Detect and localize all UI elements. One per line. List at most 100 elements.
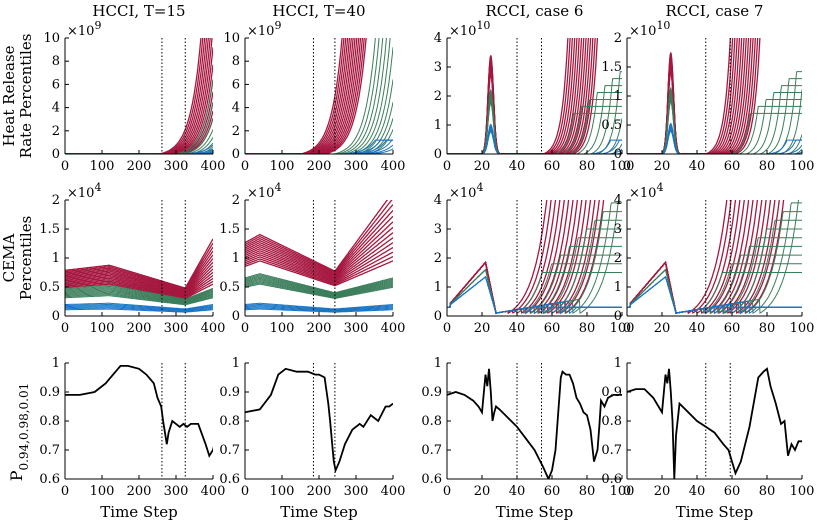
y-tick-label: 0.6 [601, 472, 622, 487]
red-percentile-line [65, 254, 213, 292]
green-percentile-line [245, 38, 384, 154]
red-percentile-line [245, 38, 358, 154]
red-percentile-line [245, 256, 393, 286]
red-percentile-line [245, 242, 393, 282]
x-tick-label: 40 [509, 321, 526, 336]
green-percentile-line [245, 280, 393, 297]
x-tick-label: 200 [307, 159, 332, 174]
x-tick-label: 100 [270, 484, 295, 499]
x-tick-label: 100 [270, 159, 295, 174]
y-tick-label: 10 [223, 31, 240, 46]
row-label-cema-line2: Percentiles [17, 216, 35, 301]
panel-r2-c2: 0.6 0.7 0.8 0.9 1 0 20 40 60 80 100 Time Step [421, 356, 634, 521]
series-group [627, 38, 802, 154]
y-tick-label: 4 [614, 193, 622, 208]
y-tick-label: 0 [52, 147, 60, 162]
red-percentile-line [627, 38, 761, 154]
y-tick-label: 0.5 [219, 280, 240, 295]
red-percentile-line [65, 110, 213, 154]
red-percentile-line [65, 38, 202, 154]
red-percentile-line [627, 38, 745, 154]
row-label-cema-line1: CEMA [0, 234, 18, 283]
series-group [245, 200, 393, 313]
y-tick-label: 0.8 [421, 414, 442, 429]
red-percentile-line [245, 237, 393, 281]
green-percentile-line [627, 78, 802, 154]
red-percentile-line [245, 38, 367, 154]
series-group [65, 238, 213, 313]
red-percentile-line [245, 38, 352, 154]
x-tick-label: 300 [344, 321, 369, 336]
green-percentile-line [627, 88, 802, 154]
y-tick-label: 0.7 [421, 443, 442, 458]
y-tick-label: 2 [434, 251, 442, 266]
exponent-label: ×104 [247, 181, 281, 201]
y-tick-label: 0.9 [601, 385, 622, 400]
green-percentile-line [447, 71, 622, 154]
x-tick-label: 100 [90, 484, 115, 499]
green-percentile-line [245, 273, 393, 294]
y-tick-label: 1.5 [219, 222, 240, 237]
red-percentile-line [447, 200, 592, 315]
y-tick-label: 0.6 [421, 472, 442, 487]
blue-percentile-line [65, 302, 213, 310]
y-tick-label: 0 [434, 309, 442, 324]
y-tick-label: 1 [52, 356, 60, 371]
x-tick-label: 400 [201, 484, 226, 499]
y-tick-label: 1.5 [39, 222, 60, 237]
red-percentile-line [65, 258, 213, 293]
series-group [245, 367, 393, 474]
green-percentile-line [627, 89, 802, 154]
red-percentile-line [65, 271, 213, 296]
green-percentile-line [627, 219, 802, 314]
x-tick-label: 20 [474, 321, 491, 336]
x-tick-label: 60 [724, 484, 741, 499]
red-percentile-line [245, 204, 393, 274]
red-percentile-line [245, 38, 356, 154]
p-line [447, 368, 622, 479]
x-tick-label: 100 [610, 159, 635, 174]
green-percentile-line [65, 290, 213, 303]
red-percentile-line [245, 38, 364, 154]
x-tick-label: 0 [241, 484, 249, 499]
x-tick-label: 100 [790, 484, 815, 499]
red-percentile-line [627, 38, 741, 154]
y-tick-label: 0 [614, 147, 622, 162]
y-tick-label: 0.5 [39, 280, 60, 295]
y-tick-label: 0 [434, 147, 442, 162]
red-percentile-line [627, 200, 772, 315]
red-percentile-line [65, 38, 206, 154]
red-percentile-line [245, 200, 393, 273]
series-group [65, 38, 213, 154]
x-tick-label: 300 [344, 484, 369, 499]
red-percentile-line [65, 38, 211, 154]
y-tick-label: 0.5 [601, 118, 622, 133]
red-percentile-line [65, 38, 208, 154]
x-tick-label: 80 [579, 159, 596, 174]
y-tick-label: 1 [434, 280, 442, 295]
red-percentile-line [245, 251, 393, 284]
x-tick-label: 80 [579, 321, 596, 336]
y-tick-label: 4 [52, 101, 60, 116]
blue-percentile-line [65, 306, 213, 312]
red-percentile-line [627, 38, 759, 154]
red-percentile-line [245, 221, 393, 278]
red-percentile-line [627, 38, 732, 154]
y-tick-label: 3 [434, 222, 442, 237]
red-percentile-line [245, 200, 389, 272]
blue-percentile-line [65, 307, 213, 312]
y-tick-label: 8 [232, 54, 240, 69]
y-tick-label: 1.5 [601, 60, 622, 75]
red-percentile-line [65, 274, 213, 297]
x-tick-label: 200 [127, 321, 152, 336]
y-tick-label: 0 [232, 147, 240, 162]
x-tick-label: 20 [654, 321, 671, 336]
x-tick-label: 40 [509, 159, 526, 174]
x-tick-label: 0 [443, 321, 451, 336]
y-tick-label: 0.8 [219, 414, 240, 429]
x-tick-label: 400 [381, 159, 406, 174]
y-tick-label: 0.8 [601, 414, 622, 429]
x-tick-label: 0 [623, 321, 631, 336]
